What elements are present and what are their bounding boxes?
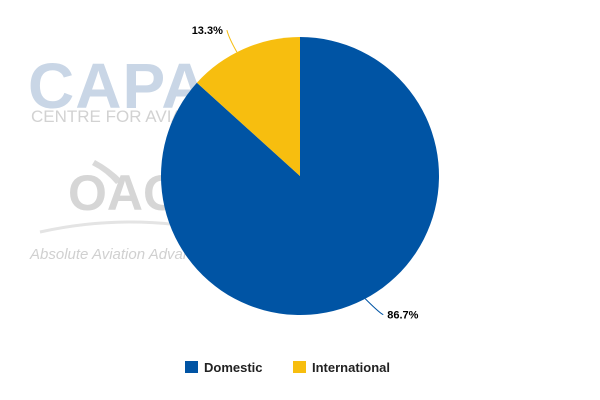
legend-label-domestic: Domestic	[204, 360, 263, 375]
pie-slice-domestic	[161, 37, 439, 316]
data-label-domestic: 86.7%	[387, 310, 418, 322]
data-label-leaders	[226, 30, 384, 316]
pie-chart	[161, 37, 439, 316]
watermark-capa-logo: CAPA	[28, 50, 209, 122]
leader-line-international	[226, 30, 238, 53]
legend-label-international: International	[312, 360, 390, 375]
watermark-oag-swoosh-icon	[92, 160, 122, 184]
data-label-international: 13.3%	[192, 25, 223, 37]
legend-swatch-international	[293, 361, 306, 373]
leader-line-domestic	[364, 298, 384, 316]
data-labels: 86.7% 13.3%	[192, 25, 419, 322]
legend: Domestic International	[185, 360, 390, 375]
legend-item-international: International	[293, 360, 390, 375]
watermark-tagline: Absolute Aviation Advantage	[29, 246, 220, 263]
legend-item-domestic: Domestic	[185, 360, 263, 375]
legend-swatch-domestic	[185, 361, 198, 373]
pie-slice-international	[196, 37, 300, 176]
